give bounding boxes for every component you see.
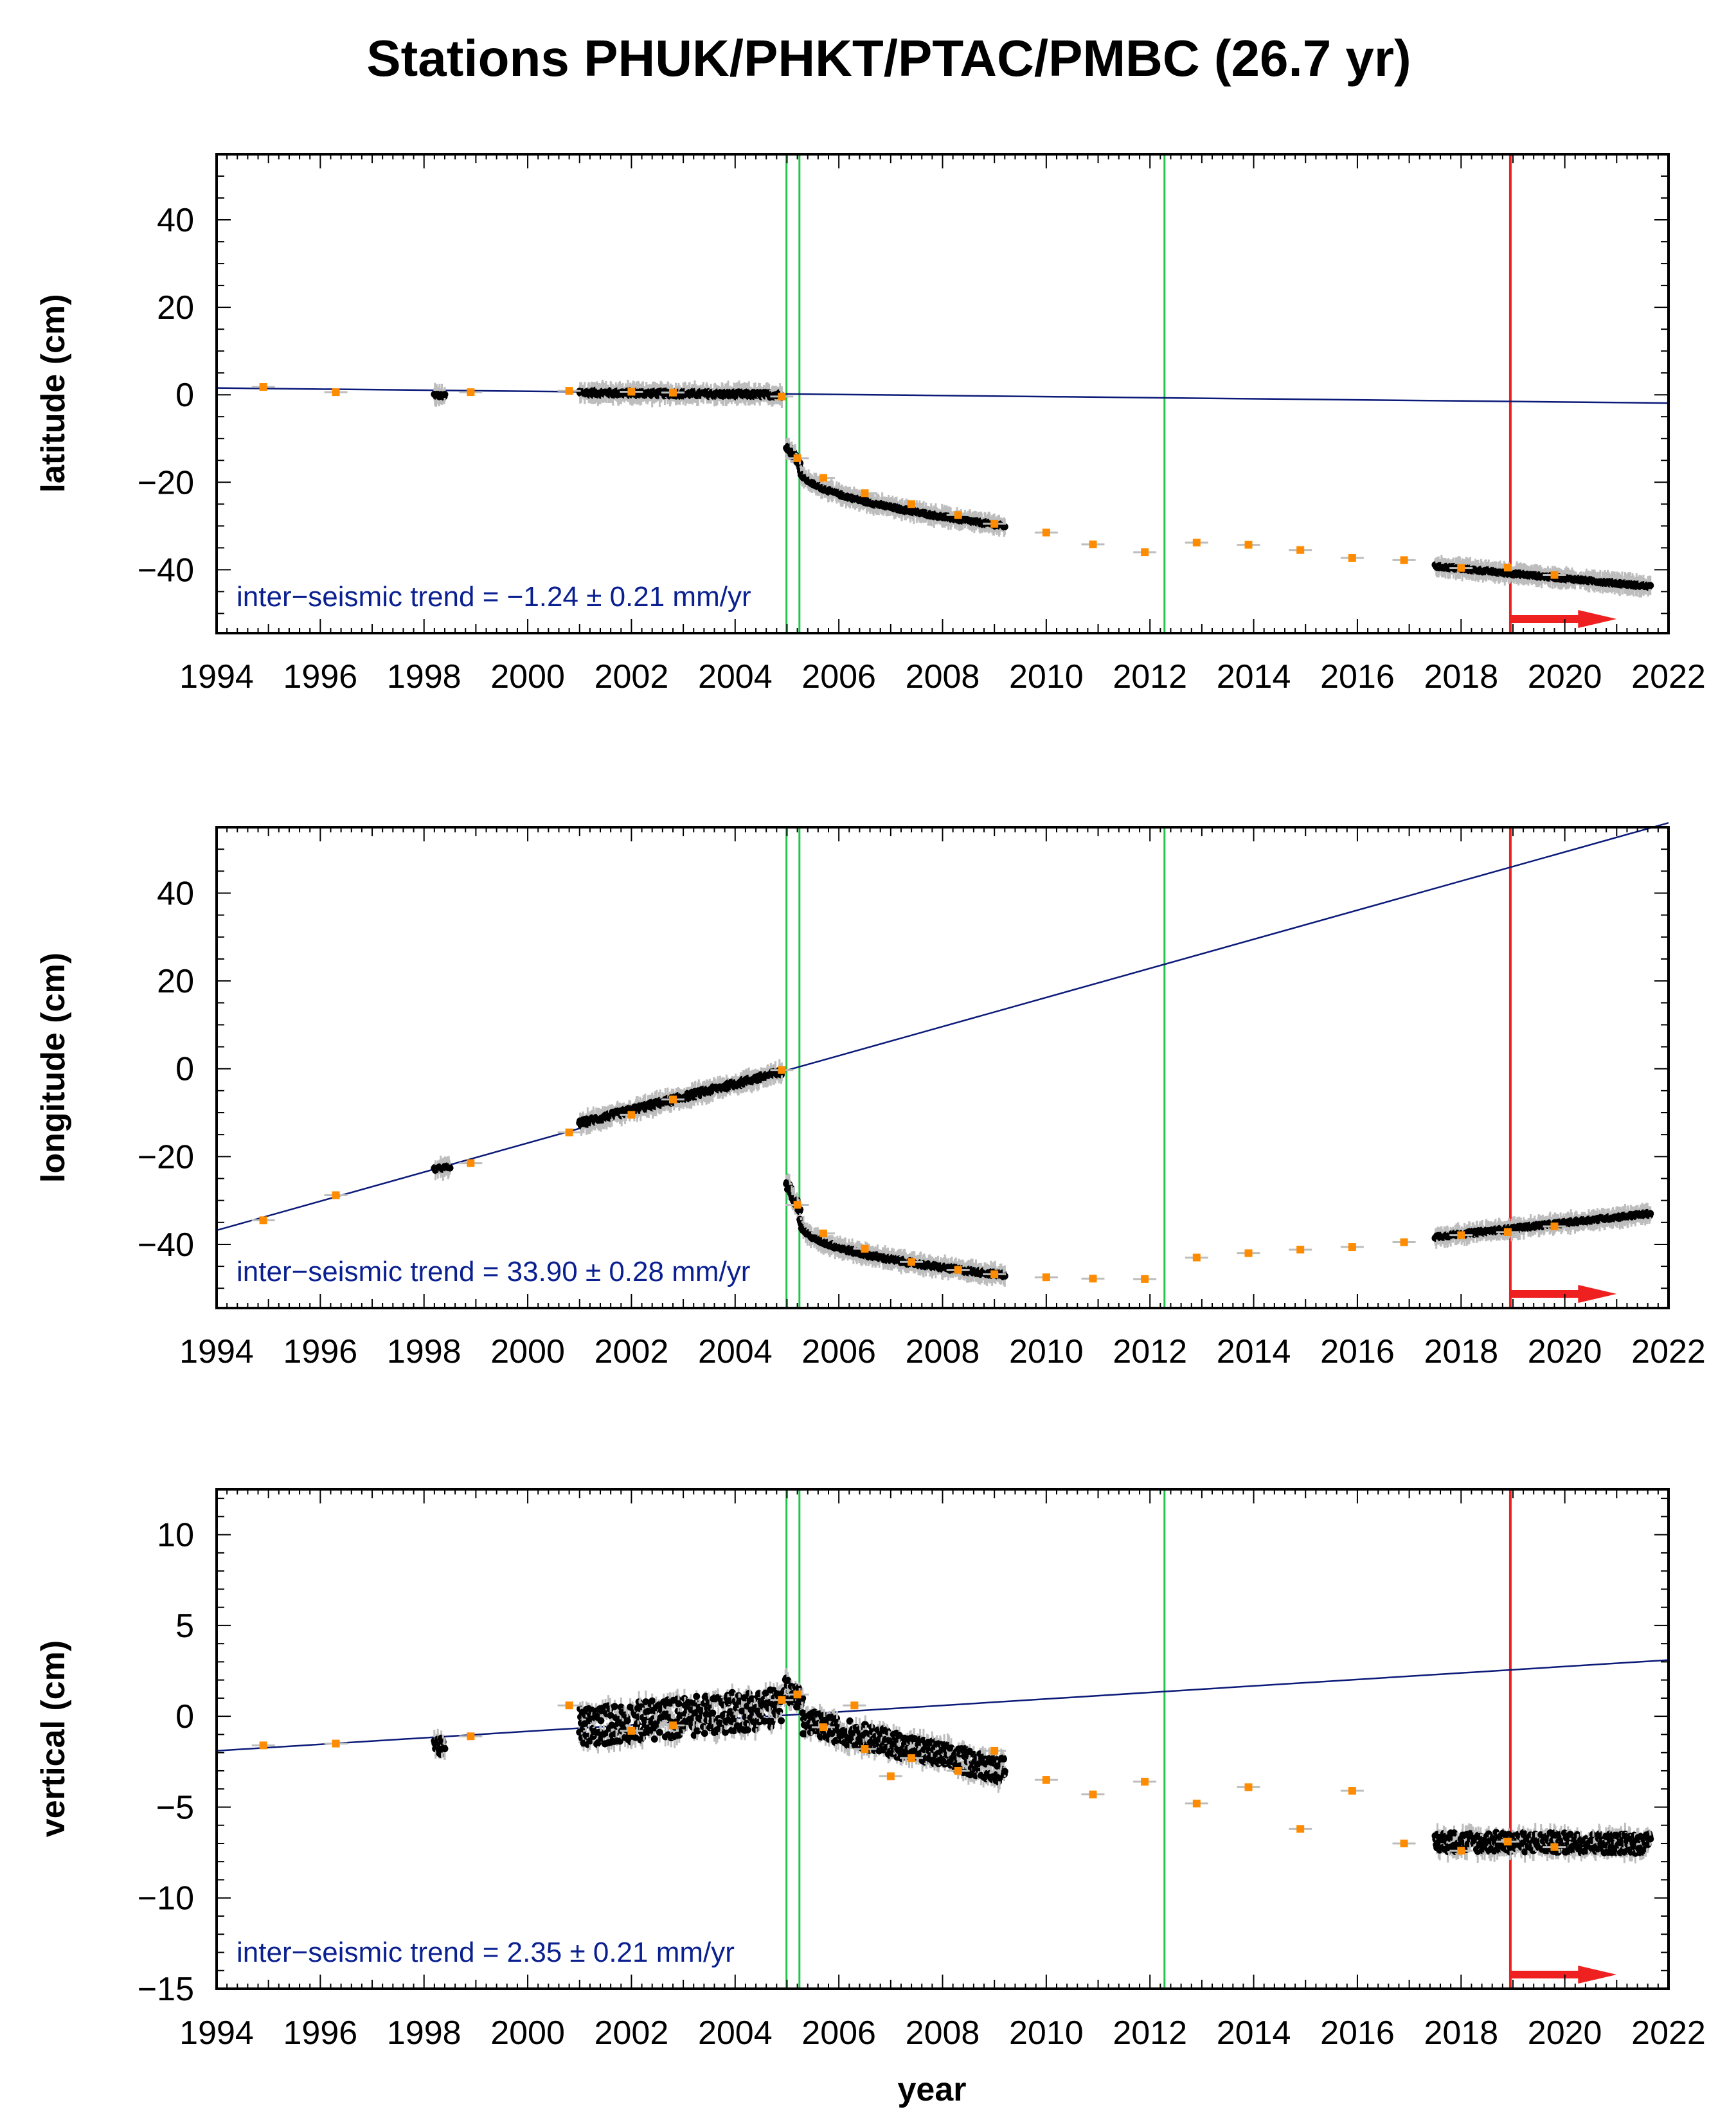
campaign-point [1141, 1275, 1149, 1283]
y-axis-title: latitude (cm) [35, 294, 72, 492]
x-tick-label: 2006 [801, 658, 876, 695]
campaign-point [467, 388, 475, 397]
campaign-point [819, 474, 827, 482]
campaign-point [668, 1095, 677, 1104]
campaign-point [778, 392, 786, 400]
campaign-point [908, 500, 916, 508]
x-tick-label: 2008 [906, 658, 980, 695]
campaign-point [793, 1201, 801, 1209]
campaign-point [467, 1159, 475, 1167]
x-tick-label: 2010 [1009, 658, 1084, 695]
obs-point [1647, 1210, 1654, 1217]
campaign-point [1042, 528, 1050, 537]
campaign-point [954, 511, 962, 519]
x-tick-label: 2000 [490, 658, 565, 695]
trend-annotation-prefix: inter−seismic trend = −1.24 [237, 581, 586, 613]
campaign-point [1089, 540, 1097, 548]
x-axis-title: year [898, 2071, 967, 2108]
longitude-panel: 1994 1996 1998 2000 2002 2004 2006 2008 2010 2012… [35, 821, 1706, 1370]
x-tick-label: 2004 [698, 658, 773, 695]
campaign-point [861, 489, 869, 498]
campaign-point [1503, 563, 1512, 571]
obs-point [1001, 523, 1008, 531]
x-tick-label: 2016 [1320, 658, 1395, 695]
campaign-point [819, 1229, 827, 1237]
campaign-point [565, 1128, 573, 1136]
trend-line [216, 821, 1669, 1232]
latitude-panel: 1994 1996 1998 2000 2002 2004 2006 2008 2010 2012… [35, 153, 1706, 695]
campaign-point [1400, 1238, 1408, 1246]
campaign-point [1141, 548, 1149, 557]
campaign-point [990, 1270, 999, 1278]
x-tick-label: 1998 [387, 658, 461, 695]
y-tick-label: −40 [138, 551, 194, 589]
x-tick-label: 2002 [595, 658, 669, 695]
campaign-point [1042, 1273, 1050, 1282]
campaign-point [1550, 571, 1559, 579]
campaign-point [990, 519, 999, 528]
campaign-point [778, 1066, 786, 1074]
x-tick-label: 2012 [1113, 658, 1187, 695]
campaign-point [1296, 546, 1305, 554]
campaign-point [332, 388, 340, 397]
campaign-point [259, 1216, 267, 1224]
campaign-point [1192, 539, 1201, 547]
campaign-point [627, 388, 636, 396]
x-tick-label: 2020 [1528, 658, 1602, 695]
campaign-point [1503, 1228, 1512, 1236]
campaign-point [259, 382, 267, 391]
x-tick-label: 2014 [1217, 658, 1291, 695]
campaign-point [332, 1191, 340, 1199]
reference-arrow-head [1578, 1285, 1617, 1303]
campaign-point [1192, 1253, 1201, 1262]
reference-arrow-head [1578, 610, 1617, 628]
x-tick-label: 2018 [1424, 658, 1498, 695]
x-tick-label: 2022 [1631, 658, 1706, 695]
campaign-point [793, 454, 801, 462]
campaign-point [1550, 1222, 1559, 1230]
trend-annotation: inter−seismic trend = −1.24 ± 0.21 mm/yr [237, 581, 751, 613]
chart-title: Stations PHUK/PHKT/PTAC/PMBC (26.7 yr) [366, 30, 1411, 87]
trend-annotation-pm: ± [586, 581, 602, 613]
campaign-point [627, 1111, 636, 1119]
trend-annotation-suffix: 0.21 mm/yr [602, 581, 751, 613]
campaign-point [1400, 556, 1408, 564]
campaign-point [1457, 564, 1465, 572]
obs-point [441, 391, 449, 399]
campaign-point [668, 388, 677, 397]
obs-point [1647, 582, 1654, 589]
campaign-point [1244, 1249, 1253, 1257]
campaign-point [954, 1266, 962, 1274]
trend-line [216, 387, 1669, 404]
x-tick-label: 1996 [283, 658, 358, 695]
campaign-point [1348, 553, 1356, 562]
campaign-point [908, 1258, 916, 1266]
campaign-point [1457, 1231, 1465, 1239]
y-tick-label: 40 [157, 202, 194, 239]
campaign-point [1348, 1243, 1356, 1251]
campaign-point [1244, 541, 1253, 549]
y-tick-label: 0 [175, 377, 194, 414]
campaign-point [861, 1244, 869, 1253]
campaign-point [1089, 1275, 1097, 1283]
obs-point [446, 1164, 454, 1172]
y-tick-label: 20 [157, 289, 194, 327]
campaign-point [565, 387, 573, 395]
campaign-point [1296, 1246, 1305, 1254]
x-tick-label: 1994 [179, 658, 254, 695]
y-tick-label: −20 [138, 464, 194, 501]
